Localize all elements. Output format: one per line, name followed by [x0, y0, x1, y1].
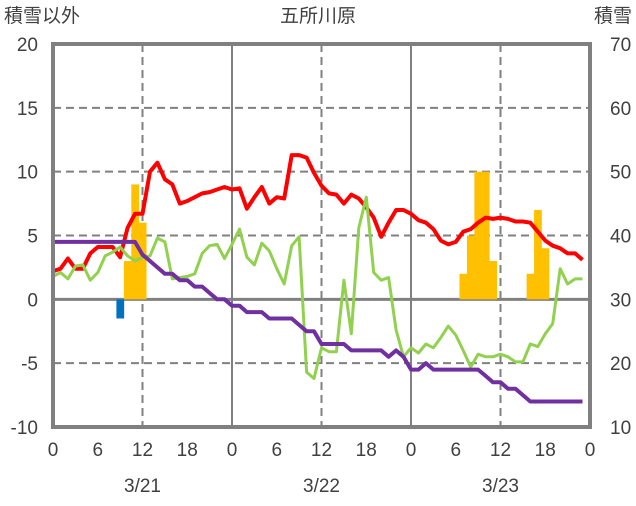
yellow-bar: [526, 273, 535, 300]
plot-border: [51, 42, 592, 429]
left-axis-title: 積雪以外: [4, 5, 80, 27]
purple-snow-depth: [53, 239, 583, 404]
green-line: [52, 195, 583, 380]
x-tick-label: 6: [271, 440, 282, 461]
yellow-bar: [459, 273, 468, 300]
right-tick-label: 50: [610, 163, 631, 184]
right-tick-label: 70: [610, 35, 631, 56]
lines: [52, 153, 584, 404]
blue-bar: [116, 299, 125, 319]
yellow-bar: [138, 222, 147, 300]
left-tick-label: 15: [17, 99, 38, 120]
yellow-bar: [123, 261, 132, 300]
date-label: 3/21: [124, 476, 161, 497]
left-tick-label: 5: [27, 227, 38, 248]
x-tick-label: 12: [132, 440, 153, 461]
date-label: 3/23: [482, 476, 519, 497]
chart-title: 五所川原: [280, 5, 356, 27]
right-tick-label: 10: [610, 418, 631, 439]
right-tick-label: 20: [610, 354, 631, 375]
x-tick-label: 18: [177, 440, 198, 461]
left-tick-label: 10: [17, 163, 38, 184]
yellow-bar: [534, 209, 542, 300]
right-tick-label: 30: [610, 290, 631, 311]
yellow-bar: [541, 248, 550, 300]
left-tick-label: -10: [11, 418, 38, 439]
x-tick-label: 12: [490, 440, 511, 461]
left-tick-label: -5: [21, 354, 38, 375]
red-line: [52, 153, 584, 274]
left-tick-label: 0: [27, 290, 38, 311]
left-tick-label: 20: [17, 35, 38, 56]
x-tick-label: 18: [356, 440, 377, 461]
x-tick-label: 12: [311, 440, 332, 461]
x-tick-label: 6: [450, 440, 461, 461]
x-tick-label: 18: [535, 440, 556, 461]
yellow-bar: [481, 171, 490, 300]
yellow-bar: [489, 261, 498, 300]
x-tick-label: 0: [227, 440, 238, 461]
yellow-bar: [474, 171, 483, 300]
x-tick-label: 0: [48, 440, 59, 461]
x-tick-label: 6: [92, 440, 103, 461]
x-tick-label: 0: [406, 440, 417, 461]
right-tick-label: 60: [610, 99, 631, 120]
right-axis-title: 積雪: [594, 5, 632, 27]
x-tick-label: 0: [585, 440, 596, 461]
yellow-bar: [466, 235, 475, 300]
date-label: 3/22: [303, 476, 340, 497]
grid: [53, 44, 590, 427]
right-tick-label: 40: [610, 227, 631, 248]
